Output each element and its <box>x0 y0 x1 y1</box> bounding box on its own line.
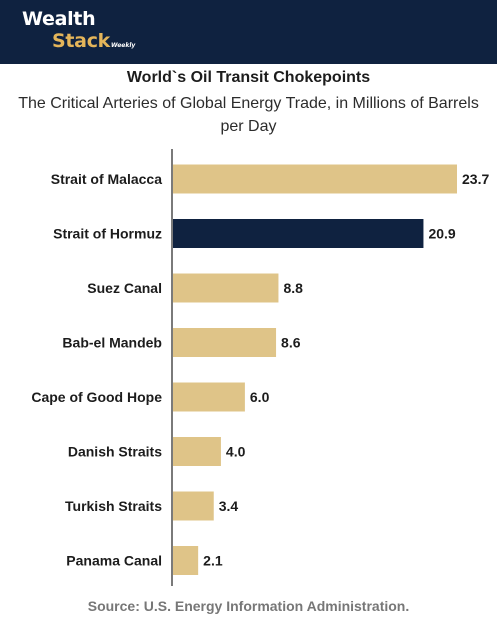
value-label: 23.7 <box>462 171 489 187</box>
logo-wordmark-bottom: StackWeekly <box>52 30 135 57</box>
bar <box>173 491 214 521</box>
bar <box>173 164 457 194</box>
chart-title: World`s Oil Transit Chokepoints <box>126 69 371 86</box>
value-label: 2.1 <box>203 553 223 569</box>
category-label: Suez Canal <box>87 280 162 296</box>
category-label: Bab-el Mandeb <box>62 335 162 351</box>
wealth-stack-logo[interactable]: Wealth StackWeekly <box>22 8 135 57</box>
value-label: 6.0 <box>250 389 270 405</box>
category-label: Turkish Straits <box>65 498 162 514</box>
bar <box>173 273 279 303</box>
logo-wordmark-accent: Stack <box>52 30 110 52</box>
category-label: Strait of Malacca <box>51 171 162 187</box>
value-label: 8.6 <box>281 335 301 351</box>
bar <box>173 437 221 466</box>
source-note: Source: U.S. Energy Information Administ… <box>87 598 410 614</box>
bar <box>173 328 277 357</box>
category-label: Panama Canal <box>66 553 162 569</box>
logo-wordmark-top: Wealth <box>22 8 96 30</box>
value-label: 3.4 <box>219 498 239 514</box>
value-label: 8.8 <box>283 280 303 296</box>
bar-chart: Strait of Malacca 23.7 Strait of Hormuz 20.… <box>31 149 489 586</box>
category-label: Cape of Good Hope <box>31 389 162 405</box>
chart-subtitle: The Critical Arteries of Global Energy T… <box>18 95 479 135</box>
category-label: Danish Straits <box>68 444 162 460</box>
header-banner: Wealth StackWeekly <box>0 0 497 64</box>
bar <box>173 219 424 248</box>
bar <box>173 382 245 412</box>
category-label: Strait of Hormuz <box>53 226 162 242</box>
bar <box>173 546 199 575</box>
value-label: 4.0 <box>226 444 246 460</box>
logo-tagline: Weekly <box>111 42 136 49</box>
value-label: 20.9 <box>428 226 455 242</box>
